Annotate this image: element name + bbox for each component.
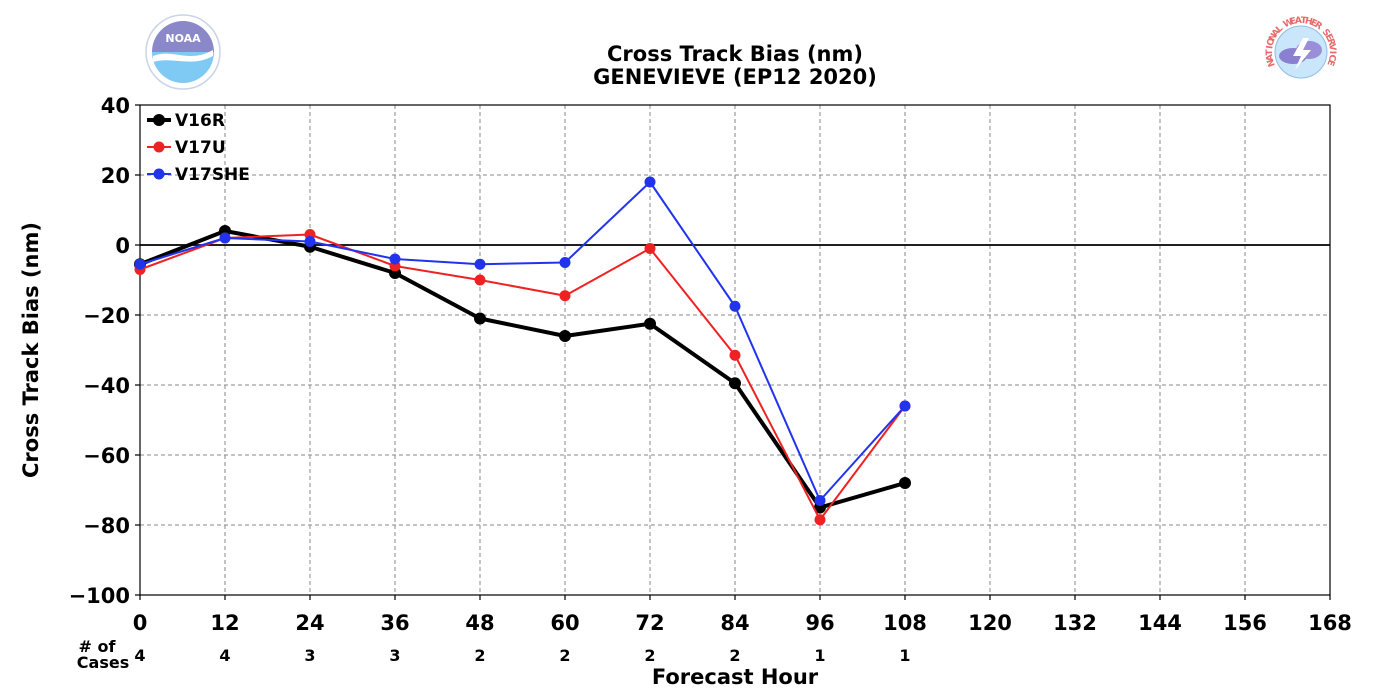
nws-ring-letter: T: [1265, 48, 1275, 55]
data-point: [729, 300, 741, 312]
series-line: [139, 233, 906, 521]
series-line: [139, 181, 906, 502]
y-tick-label: −80: [83, 514, 130, 538]
nws-ring-letter: E: [1324, 58, 1336, 67]
x-tick-label: 132: [1053, 611, 1097, 635]
y-tick-label: 0: [115, 234, 130, 258]
data-point: [559, 257, 571, 268]
data-point: [134, 258, 146, 270]
nws-ring-letter: V: [1326, 43, 1337, 51]
case-count: 2: [644, 646, 655, 665]
data-point: [644, 176, 656, 188]
x-tick-label: 36: [380, 611, 409, 635]
noaa-logo-text: NOAA: [165, 32, 201, 45]
y-tick-label: −20: [83, 304, 130, 328]
data-point: [814, 495, 826, 506]
nws-ring-letter: I: [1265, 45, 1275, 50]
case-count: 3: [389, 646, 400, 665]
data-point: [219, 232, 231, 244]
cases-label-line1: # of: [79, 637, 117, 656]
y-tick-label: 40: [101, 94, 130, 118]
data-point: [474, 312, 486, 325]
x-tick-label: 0: [133, 611, 148, 635]
x-tick-label: 96: [805, 611, 834, 635]
nws-ring-letter: A: [1265, 53, 1276, 62]
data-point: [304, 236, 316, 247]
data-point: [899, 400, 911, 412]
x-axis-label: Forecast Hour: [652, 665, 819, 689]
noaa-logo-icon: NOAA: [145, 14, 221, 90]
legend-label: V16R: [175, 111, 225, 131]
nws-ring-letter: R: [1325, 37, 1337, 47]
legend-label: V17SHE: [175, 165, 250, 185]
nws-ring-letter: T: [1300, 16, 1308, 27]
y-tick-label: 20: [101, 164, 130, 188]
nws-ring-letter: O: [1266, 37, 1278, 48]
y-tick-label: −40: [83, 374, 130, 398]
x-tick-label: 24: [295, 611, 324, 635]
data-point: [729, 349, 741, 361]
x-tick-label: 144: [1138, 611, 1182, 635]
case-count: 4: [134, 646, 145, 665]
case-count: 1: [814, 646, 825, 665]
nws-ring-letter: S: [1320, 28, 1332, 39]
case-count: 2: [474, 646, 485, 665]
data-point: [474, 274, 486, 286]
cases-label-line2: Cases: [77, 653, 129, 672]
x-tick-label: 72: [635, 611, 664, 635]
y-tick-label: −100: [69, 584, 130, 608]
data-point: [559, 290, 571, 302]
chart-subtitle: GENEVIEVE (EP12 2020): [593, 65, 877, 89]
nws-ring-letter: E: [1323, 32, 1335, 42]
chart-title: Cross Track Bias (nm): [607, 42, 863, 66]
nws-ring-letter: H: [1304, 16, 1314, 28]
data-point: [389, 253, 401, 265]
series-v17she: [134, 176, 911, 506]
legend-item-v17u: V17U: [147, 138, 226, 158]
nws-ring-letter: E: [1309, 18, 1319, 30]
x-tick-label: 168: [1308, 611, 1352, 635]
x-tick-label: 156: [1223, 611, 1267, 635]
y-tick-label: −60: [83, 444, 130, 468]
nws-ring-letter: E: [1289, 16, 1297, 27]
nws-ring-letter: R: [1312, 20, 1323, 32]
legend-item-v16r: V16R: [147, 111, 225, 131]
case-count: 4: [219, 646, 230, 665]
data-point: [559, 330, 571, 342]
nws-ring-letter: A: [1270, 27, 1282, 39]
nws-ring-letter: A: [1295, 16, 1303, 27]
case-count: 3: [304, 646, 315, 665]
nws-ring-letter: W: [1282, 17, 1295, 30]
series-v17u: [134, 229, 911, 526]
x-tick-label: 120: [968, 611, 1012, 635]
nws-ring-letter: N: [1267, 32, 1279, 43]
nws-ring-letter: I: [1327, 51, 1337, 55]
legend-item-v17she: V17SHE: [147, 165, 250, 185]
data-point: [644, 243, 656, 254]
case-count: 2: [729, 646, 740, 665]
data-point: [474, 258, 486, 270]
x-tick-label: 48: [465, 611, 494, 635]
data-point: [899, 477, 911, 489]
nws-ring-letter: L: [1274, 24, 1285, 35]
case-count: 1: [899, 646, 910, 665]
x-tick-label: 12: [210, 611, 239, 635]
legend-label: V17U: [175, 138, 226, 158]
nws-ring-letter: C: [1326, 53, 1337, 62]
legend-swatch-marker: [153, 114, 165, 126]
legend-swatch-marker: [153, 141, 165, 153]
y-axis-label: Cross Track Bias (nm): [19, 222, 43, 478]
series-line: [139, 229, 906, 510]
data-point: [644, 317, 656, 330]
legend-swatch-marker: [153, 168, 165, 180]
x-tick-label: 60: [550, 611, 579, 635]
case-count: 2: [559, 646, 570, 665]
data-point: [729, 377, 741, 390]
data-point: [814, 514, 826, 526]
nws-ring-letter: N: [1266, 57, 1278, 68]
x-tick-label: 108: [883, 611, 927, 635]
x-tick-label: 84: [720, 611, 749, 635]
